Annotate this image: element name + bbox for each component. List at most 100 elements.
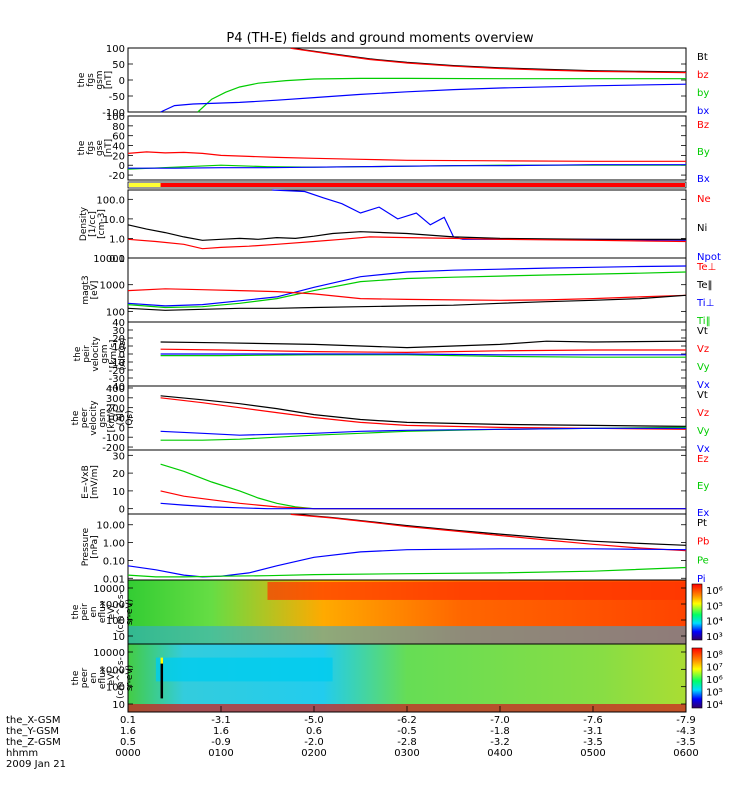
x-tick-label: -3.1 — [211, 715, 231, 726]
series-Vx — [160, 427, 686, 436]
y-tick-label: 300 — [106, 394, 125, 405]
y-tick-label: -50 — [109, 92, 125, 103]
y-tick-label: 400 — [106, 384, 125, 395]
x-tick-label: 0200 — [301, 748, 326, 759]
y-axis-label: [km/s] — [109, 340, 119, 369]
y-axis-label: Density — [79, 206, 89, 241]
series-Ni — [127, 224, 686, 241]
series-Vy — [160, 354, 686, 358]
series-Ex — [160, 502, 686, 510]
y-tick-label: 10000 — [93, 584, 125, 595]
colorbar — [691, 583, 703, 641]
y-tick-label: -20 — [109, 366, 125, 377]
colorbar — [691, 647, 703, 709]
panel-density: 100.0 10.0 1.0 0.1 Density [1/cc] [cm-3] Ne Ni Np… — [79, 189, 721, 265]
y-tick-label: 0 — [119, 350, 125, 361]
legend-entry: Vx — [697, 444, 710, 455]
y-axis-label: gsm — [100, 344, 110, 363]
legend-entry: bz — [697, 70, 709, 81]
y-axis-label: Qs) — [125, 410, 135, 425]
y-axis-label: eV/ — [107, 604, 117, 620]
y-axis-label: en — [89, 672, 99, 683]
x-tick-label: 1.6 — [213, 726, 229, 737]
colorbar-tick-label: 10⁷ — [706, 663, 723, 674]
y-axis-label: peir — [82, 345, 92, 363]
y-tick-label: 100 — [106, 683, 125, 694]
y-axis-label: [cm-3] — [97, 209, 107, 239]
y-tick-label: 100 — [106, 112, 125, 123]
legend-entry: Vz — [697, 408, 709, 419]
mode-bar-fast — [160, 183, 686, 187]
x-tick-label: -1.8 — [490, 726, 510, 737]
legend-entry: Te‖ — [696, 280, 713, 291]
y-tick-label: 100 — [106, 616, 125, 627]
series-Ez — [160, 490, 686, 510]
x-tick-label: -3.2 — [490, 737, 510, 748]
legend-entry: Vt — [697, 326, 708, 337]
y-tick-label: -200 — [102, 443, 125, 454]
legend-entry: Ti‖ — [696, 316, 711, 327]
y-axis-label: velocity — [89, 400, 99, 436]
y-axis-label: sr-eV) — [125, 665, 135, 691]
colorbar-tick-label: 10⁵ — [706, 601, 723, 612]
legend-entry: Vz — [697, 344, 709, 355]
series-Vz — [160, 348, 686, 354]
legend-entry: Ey — [697, 481, 709, 492]
y-tick-label: 0.10 — [103, 556, 125, 567]
y-tick-label: -10 — [109, 358, 125, 369]
series-Vt — [160, 395, 687, 427]
series-Ne — [127, 236, 687, 250]
y-tick-label: 0 — [119, 505, 125, 516]
legend-entry: Bz — [697, 120, 709, 131]
series-Bx — [128, 164, 686, 169]
y-tick-label: 0.1 — [109, 254, 125, 265]
y-axis-label: E=-VxB — [81, 465, 91, 499]
y-axis-label: peir — [80, 603, 90, 621]
x-row-label: the_Y-GSM — [6, 726, 59, 737]
legend-entry: Ez — [697, 454, 709, 465]
legend-entry: Ti⊥ — [696, 298, 714, 309]
colorbar-tick-label: 10³ — [706, 632, 723, 643]
y-axis-label: the — [71, 670, 81, 685]
y-tick-label: 0.01 — [103, 574, 125, 585]
y-axis-label: fgs — [86, 73, 96, 87]
x-tick-label: 0.1 — [120, 715, 136, 726]
y-tick-label: 10.00 — [96, 521, 125, 532]
y-tick-label: 10 — [112, 700, 125, 711]
panel-pressure: 10.00 1.00 0.10 0.01 Pressure [nPa] Pt Pb Pe Pi — [81, 513, 709, 585]
series-Ey — [160, 463, 686, 510]
series-Vy — [160, 426, 687, 441]
y-axis-label: [1/cc] — [88, 211, 98, 237]
x-tick-label: 0.5 — [120, 737, 136, 748]
series-Npot — [272, 189, 687, 241]
y-tick-label: 1000 — [100, 665, 125, 676]
y-tick-label: 10000 — [93, 254, 125, 265]
colorbar-tick-label: 10⁸ — [706, 650, 723, 661]
legend-entry: Vt — [697, 390, 708, 401]
y-axis-label: [nT] — [104, 139, 114, 157]
legend-entry: Pe — [697, 555, 709, 566]
series-bx — [160, 83, 687, 113]
y-axis-label: Pressure — [81, 527, 91, 566]
panel-efield: 30 20 10 0 E=-VxB [mV/m] Ez Ey Ex — [81, 449, 709, 519]
y-tick-label: -40 — [109, 382, 125, 393]
y-tick-label: -20 — [109, 171, 125, 182]
y-axis-label: peer — [80, 667, 90, 688]
x-tick-label: -0.9 — [211, 737, 231, 748]
x-tick-label: -7.0 — [490, 715, 510, 726]
series-Pt — [290, 513, 687, 546]
x-tick-label: -7.9 — [676, 715, 696, 726]
y-tick-label: 100.0 — [96, 195, 125, 206]
y-axis-label: the — [71, 410, 81, 425]
y-tick-label: 200 — [106, 404, 125, 415]
y-tick-label: 10000 — [93, 648, 125, 659]
y-axis-label: fgs — [86, 141, 96, 155]
x-tick-label: 0600 — [673, 748, 698, 759]
legend-entry: Ne — [697, 194, 711, 205]
panel-frame — [127, 513, 687, 581]
y-tick-label: 1000 — [100, 281, 125, 292]
y-tick-label: 40 — [112, 318, 125, 329]
panel-magt3: 10000 1000 100 magt3 [eV] Te⊥ Te‖ Ti⊥ Ti‖ — [81, 254, 716, 327]
